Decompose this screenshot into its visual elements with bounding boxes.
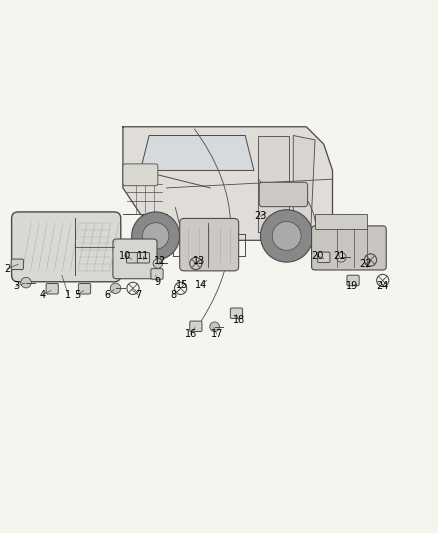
Text: 15: 15: [176, 280, 188, 290]
Circle shape: [21, 277, 31, 288]
Circle shape: [110, 283, 121, 294]
FancyBboxPatch shape: [123, 164, 158, 185]
Text: 23: 23: [254, 211, 267, 221]
Bar: [315, 214, 367, 229]
FancyBboxPatch shape: [138, 253, 150, 263]
Text: 9: 9: [155, 277, 161, 287]
FancyBboxPatch shape: [127, 253, 139, 263]
Text: 5: 5: [74, 290, 80, 300]
Circle shape: [336, 253, 346, 262]
Text: 12: 12: [154, 256, 166, 266]
FancyBboxPatch shape: [230, 308, 243, 318]
Text: 22: 22: [359, 260, 371, 269]
Text: 7: 7: [135, 290, 141, 300]
Text: 24: 24: [377, 281, 389, 291]
FancyBboxPatch shape: [259, 182, 307, 207]
Circle shape: [210, 322, 219, 332]
FancyBboxPatch shape: [113, 239, 157, 279]
Text: 19: 19: [346, 281, 358, 291]
FancyBboxPatch shape: [151, 269, 163, 279]
Text: 3: 3: [13, 281, 19, 291]
FancyBboxPatch shape: [318, 252, 330, 263]
Circle shape: [142, 223, 169, 249]
Text: 17: 17: [211, 329, 223, 339]
Polygon shape: [141, 135, 254, 171]
Polygon shape: [258, 135, 289, 231]
Text: 11: 11: [137, 251, 149, 261]
Circle shape: [261, 210, 313, 262]
Text: 10: 10: [119, 251, 131, 261]
FancyBboxPatch shape: [12, 212, 121, 282]
Text: 20: 20: [311, 251, 323, 261]
FancyBboxPatch shape: [180, 219, 239, 271]
Text: 8: 8: [170, 290, 176, 300]
Text: 1: 1: [65, 290, 71, 300]
Circle shape: [153, 259, 162, 268]
Text: 14: 14: [195, 280, 208, 290]
Text: 13: 13: [193, 256, 205, 266]
Polygon shape: [123, 127, 332, 240]
Text: 16: 16: [184, 329, 197, 339]
Text: 6: 6: [105, 290, 111, 300]
Text: 2: 2: [4, 264, 11, 273]
Text: 18: 18: [233, 315, 245, 325]
Text: 21: 21: [333, 251, 345, 261]
FancyBboxPatch shape: [347, 275, 359, 286]
Text: 4: 4: [39, 290, 45, 300]
Circle shape: [132, 212, 180, 260]
FancyBboxPatch shape: [78, 284, 91, 294]
FancyBboxPatch shape: [46, 284, 58, 294]
FancyBboxPatch shape: [11, 259, 23, 270]
FancyBboxPatch shape: [190, 321, 202, 332]
Polygon shape: [293, 135, 315, 231]
Circle shape: [272, 222, 301, 251]
FancyBboxPatch shape: [311, 226, 386, 270]
